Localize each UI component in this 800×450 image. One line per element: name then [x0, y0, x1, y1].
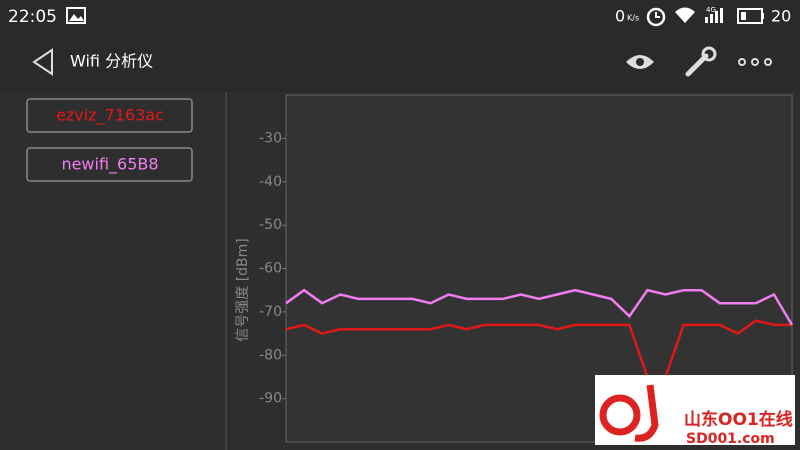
- y-tick-label: -60: [259, 261, 282, 277]
- legend: ezviz_7163ac newifi_65B8: [26, 98, 193, 182]
- watermark-url: SD001.com: [686, 431, 775, 447]
- y-tick-label: -90: [259, 391, 282, 407]
- status-bar: [0, 0, 800, 32]
- gallery-icon: [66, 7, 86, 24]
- y-tick-label: -40: [259, 174, 282, 190]
- watermark-name: 山东OO1在线: [684, 409, 793, 430]
- network-type: 4G: [706, 6, 716, 14]
- signal-icon: [705, 8, 723, 23]
- legend-label: ezviz_7163ac: [56, 106, 164, 126]
- y-tick-label: -80: [259, 347, 282, 363]
- eye-button[interactable]: [626, 55, 654, 69]
- legend-box: [26, 98, 193, 133]
- net-unit: K/s: [627, 14, 639, 23]
- net-speed: 0: [615, 7, 625, 26]
- watermark: 山东OO1在线 SD001.com: [595, 375, 795, 447]
- y-tick-label: -30: [259, 130, 282, 146]
- y-axis-label: 信号强度 [dBm]: [235, 238, 251, 342]
- clock: 22:05: [8, 7, 57, 27]
- app-bar: [0, 32, 800, 92]
- legend-label: newifi_65B8: [61, 155, 158, 175]
- plot: -90 -80 -70 -60 -50 -40 -30: [259, 130, 794, 407]
- alarm-icon: [646, 7, 666, 27]
- wifi-icon: [675, 7, 695, 23]
- legend-button[interactable]: newifi_65B8: [26, 147, 193, 182]
- y-tick-label: -70: [259, 304, 282, 320]
- legend-box: [26, 147, 193, 182]
- battery-level: 20: [771, 7, 791, 26]
- settings-button[interactable]: [685, 46, 717, 77]
- more-button[interactable]: [738, 58, 772, 66]
- app-title: Wifi 分析仪: [70, 52, 153, 71]
- legend-button[interactable]: ezviz_7163ac: [26, 98, 193, 133]
- series-line: [285, 288, 794, 326]
- y-tick-label: -50: [259, 217, 282, 233]
- back-button[interactable]: [32, 48, 53, 76]
- battery-icon: [737, 8, 764, 24]
- series-line: [285, 319, 792, 379]
